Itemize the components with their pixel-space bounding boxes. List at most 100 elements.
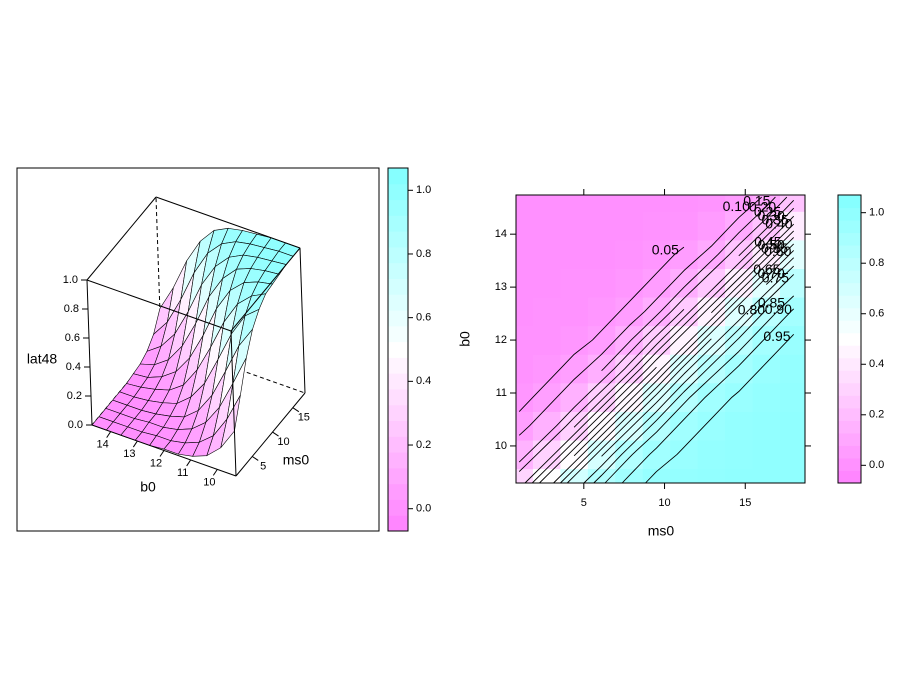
colorkey-band — [838, 207, 861, 221]
level-cell — [642, 468, 671, 484]
box-edge — [160, 341, 306, 394]
contour-line — [621, 308, 795, 484]
y-tick — [106, 431, 112, 438]
level-cell — [560, 354, 589, 384]
box-edge — [86, 279, 232, 332]
contour-line — [583, 274, 795, 484]
colorkey-band — [388, 294, 408, 311]
level-cell — [532, 195, 561, 212]
z-tick-label: 0.2 — [67, 390, 82, 402]
colorkey-tick-label: 0.6 — [416, 312, 431, 324]
level-cell — [560, 195, 589, 212]
colorkey-band — [388, 436, 408, 453]
colorkey-tick-label: 0.2 — [416, 439, 431, 451]
level-cell — [697, 382, 726, 412]
contour-line — [593, 309, 767, 484]
level-cell — [516, 240, 534, 269]
level-cell — [532, 211, 561, 241]
colorkey-tick-label: 1.0 — [416, 184, 431, 196]
contour-label: 0.60 — [764, 243, 791, 259]
level-cell — [560, 268, 589, 298]
contour-label: 0.75 — [762, 269, 789, 285]
level-cell — [725, 354, 753, 384]
y-tick-label: 11 — [496, 387, 507, 399]
level-cell — [560, 440, 589, 470]
contour-label: 0.10 — [723, 198, 750, 214]
contour-line — [524, 215, 795, 484]
colorkey-band — [388, 404, 408, 422]
level-cell — [779, 382, 806, 412]
panel-border — [16, 167, 380, 532]
x-tick — [292, 407, 300, 413]
level-cell — [670, 440, 699, 470]
level-cell — [615, 268, 644, 298]
contour-line — [573, 237, 795, 457]
x-tick-label: 10 — [658, 497, 670, 509]
y-tick — [212, 469, 218, 476]
contour-line — [601, 196, 776, 372]
contour-line — [573, 207, 795, 428]
level-cell — [587, 195, 616, 212]
box-edge — [86, 196, 157, 281]
contour-line — [539, 230, 795, 484]
level-cell — [516, 268, 534, 298]
contour-label: 0.35 — [761, 212, 788, 228]
colorkey-band — [388, 452, 408, 469]
level-cell — [697, 195, 726, 212]
level-cell — [670, 211, 699, 241]
colorkey-tick-label: 0.4 — [416, 375, 431, 387]
level-cell — [725, 382, 753, 412]
colorkey-tick-label: 0.0 — [416, 503, 431, 515]
level-cell — [752, 440, 781, 470]
level-cell — [779, 468, 806, 484]
colorkey-band — [838, 257, 861, 271]
colorkey-band — [388, 373, 408, 390]
contour-label: 0.55 — [761, 240, 788, 256]
level-cell — [697, 411, 726, 441]
contour-line — [518, 199, 795, 472]
level-cell — [697, 440, 726, 470]
level-cell — [516, 411, 534, 441]
level-cell — [779, 354, 806, 384]
contour-line — [531, 223, 795, 484]
level-cell — [642, 411, 671, 441]
z-tick-label: 1.0 — [63, 274, 78, 286]
level-cell — [516, 354, 534, 384]
colorkey-band — [838, 245, 861, 259]
colorkey-band — [838, 470, 861, 484]
x-tick-label: 5 — [581, 497, 587, 509]
level-cell — [516, 195, 534, 212]
contour-line — [518, 196, 788, 463]
level-cell — [725, 195, 753, 212]
contour-label: 0.85 — [758, 294, 785, 310]
colorkey-band — [838, 432, 861, 446]
box-edge — [86, 279, 93, 426]
colorkey-border — [837, 194, 862, 484]
level-cell — [725, 468, 753, 484]
x-axis-label: ms0 — [648, 523, 675, 539]
box-edge — [155, 196, 301, 249]
level-cell — [670, 297, 699, 327]
level-cell — [670, 325, 699, 355]
level-cell — [697, 297, 726, 327]
level-cell — [560, 297, 589, 327]
colorkey-tick-label: 1.0 — [869, 207, 884, 219]
level-cell — [697, 325, 726, 355]
level-cell — [587, 268, 616, 298]
contour-label: 0.25 — [754, 204, 781, 220]
contour-label: 0.70 — [757, 265, 784, 281]
contour-label: 0.80 — [738, 301, 765, 317]
level-cell — [725, 297, 753, 327]
level-cell — [532, 297, 561, 327]
colorkey-tick-label: 0.6 — [869, 308, 884, 320]
level-cell — [779, 440, 806, 470]
x-tick-label: 15 — [298, 412, 310, 424]
box-edge — [299, 247, 306, 394]
y-tick-label: 14 — [97, 439, 109, 451]
colorkey-band — [388, 215, 408, 232]
colorkey-band — [838, 270, 861, 284]
y-tick — [132, 440, 138, 448]
colorkey-band — [388, 499, 408, 516]
level-cell — [642, 211, 671, 241]
level-cell — [779, 268, 806, 298]
